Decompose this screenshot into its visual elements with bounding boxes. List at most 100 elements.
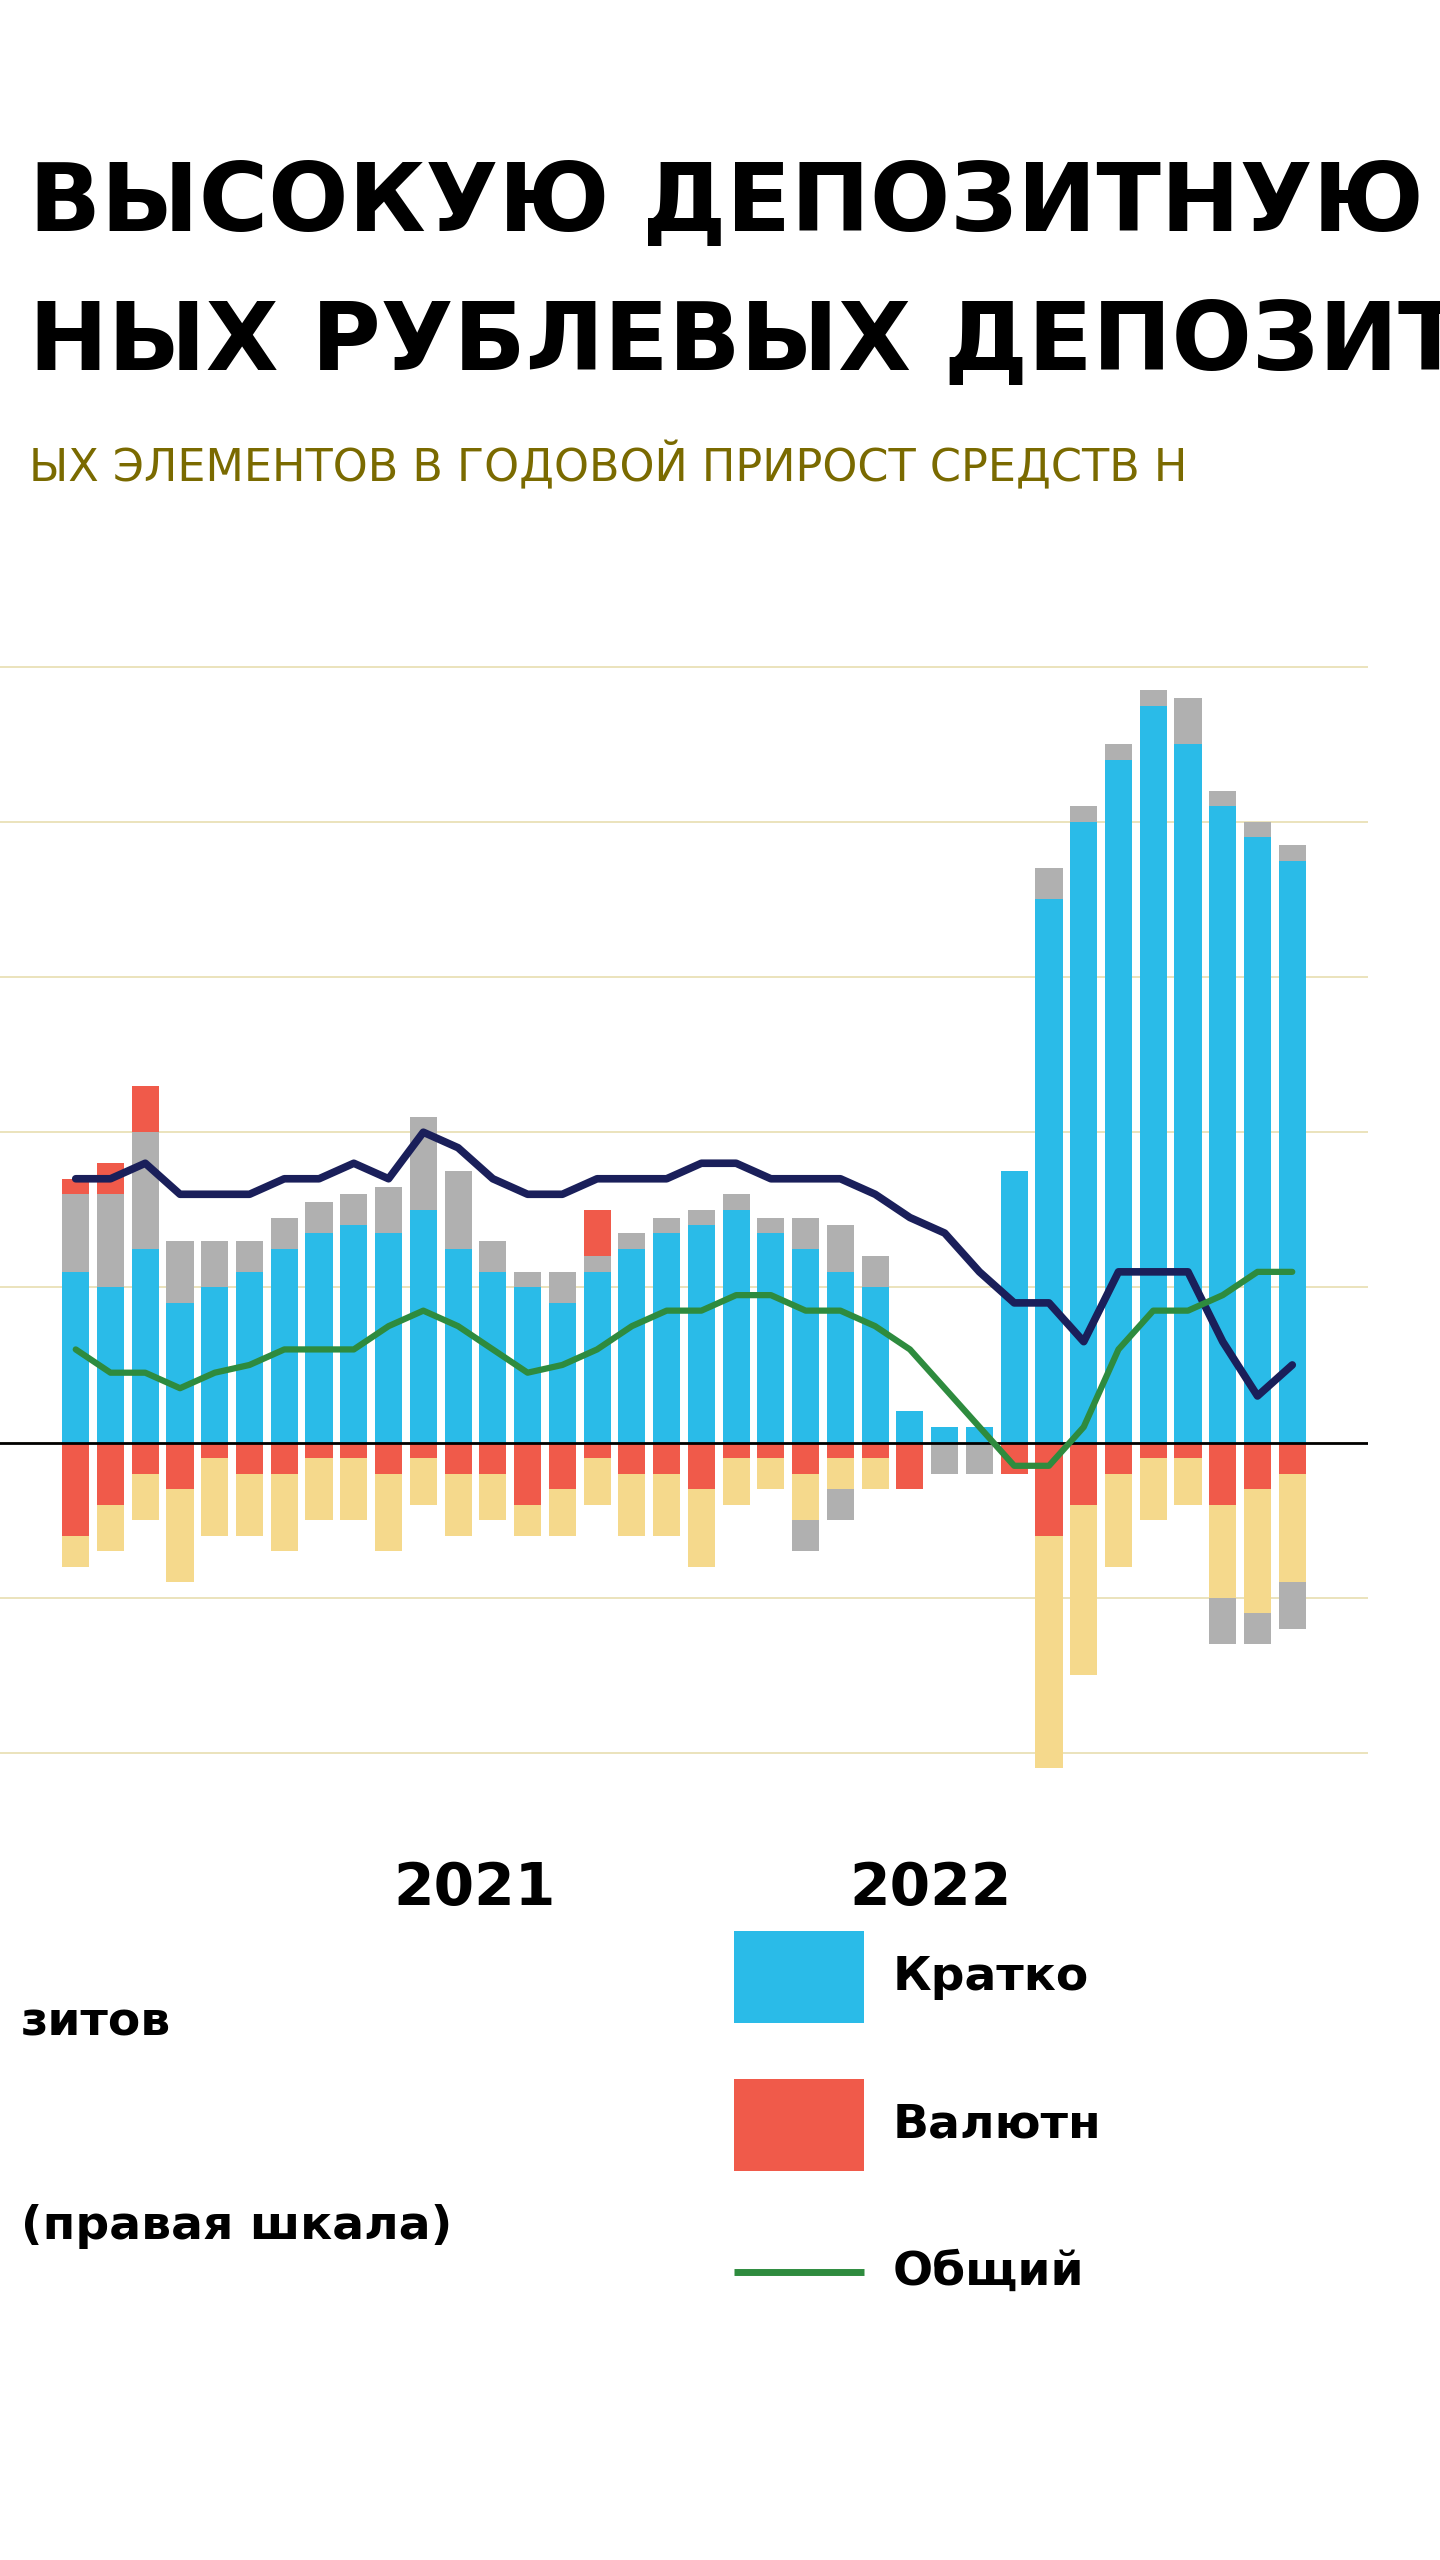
Bar	[583, 1257, 611, 1272]
Bar	[374, 1185, 402, 1234]
Bar	[688, 1226, 714, 1441]
Bar	[62, 1272, 89, 1441]
Bar	[1175, 1459, 1201, 1505]
Bar	[654, 1234, 680, 1441]
Bar	[1070, 1441, 1097, 1505]
Bar	[1244, 1441, 1272, 1490]
Bar	[1279, 1582, 1306, 1628]
Bar	[966, 1441, 994, 1475]
Bar	[131, 1441, 158, 1475]
Bar	[96, 1441, 124, 1505]
Bar	[96, 1196, 124, 1288]
Bar	[1104, 1441, 1132, 1475]
Bar	[131, 1132, 158, 1249]
Bar	[792, 1219, 819, 1249]
Bar	[271, 1475, 298, 1551]
Bar	[723, 1196, 750, 1211]
Bar	[202, 1441, 229, 1459]
Bar	[654, 1219, 680, 1234]
Text: Валютн: Валютн	[893, 2102, 1102, 2148]
Bar	[1279, 845, 1306, 860]
Bar	[1070, 806, 1097, 822]
Text: 2021: 2021	[393, 1859, 556, 1917]
Text: Общий: Общий	[893, 2250, 1084, 2294]
Bar	[549, 1490, 576, 1536]
Bar	[62, 1536, 89, 1567]
Bar	[410, 1211, 436, 1441]
Bar	[583, 1211, 611, 1257]
Bar	[202, 1242, 229, 1288]
Bar	[445, 1475, 472, 1536]
Bar	[583, 1441, 611, 1459]
Bar	[131, 1475, 158, 1521]
Bar	[340, 1196, 367, 1226]
Bar	[827, 1272, 854, 1441]
Bar	[1210, 1597, 1237, 1644]
Bar	[236, 1242, 264, 1272]
Bar	[305, 1234, 333, 1441]
Bar	[305, 1459, 333, 1521]
Bar	[271, 1249, 298, 1441]
Bar	[1139, 707, 1166, 1441]
Bar	[96, 1162, 124, 1196]
Text: Кратко: Кратко	[893, 1956, 1089, 1999]
Bar	[1104, 745, 1132, 760]
Bar	[1139, 1441, 1166, 1459]
Bar	[480, 1242, 507, 1272]
Bar	[445, 1249, 472, 1441]
Bar	[932, 1441, 958, 1475]
Bar	[861, 1257, 888, 1288]
Bar	[757, 1441, 785, 1459]
Bar	[374, 1441, 402, 1475]
Bar	[1244, 837, 1272, 1441]
Bar	[966, 1426, 994, 1441]
Bar	[445, 1441, 472, 1475]
Bar	[1139, 691, 1166, 707]
Bar	[236, 1272, 264, 1441]
Bar	[410, 1459, 436, 1505]
Bar	[1175, 699, 1201, 745]
Bar	[340, 1226, 367, 1441]
Bar	[1210, 1441, 1237, 1505]
Bar	[861, 1441, 888, 1459]
Bar	[445, 1170, 472, 1249]
Text: (правая шкала): (правая шкала)	[20, 2204, 452, 2248]
Bar	[827, 1459, 854, 1490]
Bar	[340, 1441, 367, 1459]
Bar	[1210, 1505, 1237, 1597]
Bar	[618, 1475, 645, 1536]
Bar	[549, 1272, 576, 1303]
Bar	[96, 1505, 124, 1551]
Bar	[514, 1505, 541, 1536]
Bar	[1244, 1490, 1272, 1613]
Bar	[1035, 899, 1063, 1441]
Text: НЫХ РУБЛЕВЫХ ДЕПОЗИТОВ: НЫХ РУБЛЕВЫХ ДЕПОЗИТОВ	[29, 297, 1440, 389]
Text: ЫХ ЭЛЕМЕНТОВ В ГОДОВОЙ ПРИРОСТ СРЕДСТВ Н: ЫХ ЭЛЕМЕНТОВ В ГОДОВОЙ ПРИРОСТ СРЕДСТВ Н	[29, 440, 1187, 489]
Bar	[1244, 1613, 1272, 1644]
Bar	[514, 1272, 541, 1288]
Bar	[1070, 1505, 1097, 1674]
Bar	[62, 1196, 89, 1272]
Bar	[1175, 1441, 1201, 1459]
Bar	[514, 1288, 541, 1441]
Bar	[480, 1441, 507, 1475]
Bar	[896, 1441, 923, 1490]
Bar	[1210, 806, 1237, 1441]
Bar	[1244, 822, 1272, 837]
Bar	[792, 1475, 819, 1521]
Bar	[1035, 868, 1063, 899]
Bar	[757, 1234, 785, 1441]
Bar	[723, 1441, 750, 1459]
Bar	[1070, 822, 1097, 1441]
Bar	[654, 1475, 680, 1536]
Bar	[549, 1303, 576, 1441]
Bar	[202, 1288, 229, 1441]
Bar	[688, 1490, 714, 1567]
Bar	[410, 1116, 436, 1211]
Bar	[723, 1211, 750, 1441]
Bar	[480, 1475, 507, 1521]
Bar	[1001, 1170, 1028, 1441]
Bar	[305, 1203, 333, 1234]
Bar	[757, 1219, 785, 1234]
Bar	[1279, 860, 1306, 1441]
